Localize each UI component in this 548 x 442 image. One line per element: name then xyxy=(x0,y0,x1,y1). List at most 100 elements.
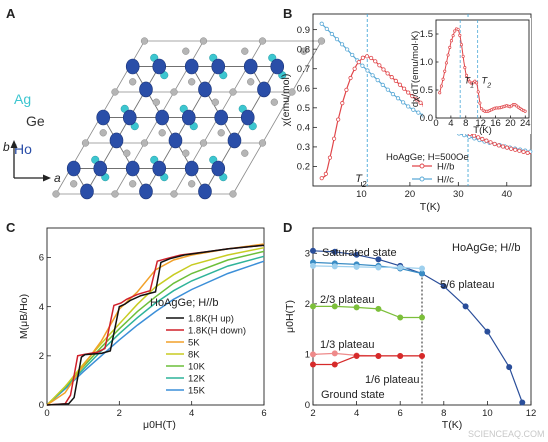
ho-atom xyxy=(181,109,196,126)
data-point xyxy=(525,150,530,155)
legend-entry: 8K xyxy=(188,349,200,360)
axis-b-arrowhead xyxy=(10,140,18,148)
x-axis-label: T(K) xyxy=(442,419,462,431)
ge-atom xyxy=(188,78,196,86)
data-point xyxy=(410,93,415,99)
x-tick-label: 24 xyxy=(520,118,531,129)
ho-atom xyxy=(240,109,255,126)
inset-background xyxy=(423,18,531,134)
panel-a-crystal-structure: A Ag Ge Ho b a xyxy=(3,6,326,200)
ge-atom xyxy=(111,190,119,198)
inset-data-point xyxy=(474,81,479,85)
data-point xyxy=(345,47,350,52)
ge-atom xyxy=(70,180,78,188)
x-tick-label: 2 xyxy=(117,408,122,419)
data-point xyxy=(353,263,360,270)
data-point xyxy=(506,364,513,371)
legend-entry: H//c xyxy=(437,175,454,186)
data-point xyxy=(353,251,360,258)
data-point xyxy=(310,303,316,310)
data-point xyxy=(353,352,360,359)
data-point xyxy=(375,77,380,83)
panel-label-d: D xyxy=(283,220,292,235)
y-tick-label: 0 xyxy=(39,400,44,411)
ge-atom xyxy=(258,37,267,45)
data-point xyxy=(329,31,334,37)
data-point xyxy=(509,146,514,151)
inset-y-axis-label: dχ/dT(emu/mol·K) xyxy=(410,31,421,107)
chart-header: HoAgGe; H//b xyxy=(452,242,520,254)
ho-atom xyxy=(66,160,81,177)
data-point xyxy=(364,54,370,59)
inset-data-point xyxy=(458,33,462,37)
data-point xyxy=(401,100,406,105)
ho-atom xyxy=(125,160,140,177)
x-tick-label: 12 xyxy=(475,118,486,129)
data-point xyxy=(484,138,489,143)
data-point xyxy=(406,90,411,95)
y-tick-label: 1 xyxy=(305,350,310,361)
inset-data-point xyxy=(451,34,455,38)
ge-atom xyxy=(129,180,137,188)
data-point xyxy=(411,107,416,112)
data-point xyxy=(375,256,382,263)
ge-atom xyxy=(241,47,249,55)
data-point xyxy=(369,55,374,61)
series-label: Saturated state xyxy=(322,247,397,259)
data-point xyxy=(339,42,345,47)
data-point xyxy=(521,149,526,154)
y-axis-label: χ(emu/mol) xyxy=(280,74,292,127)
panel-label-a: A xyxy=(6,6,16,21)
legend-title: HoAgGe; H//b xyxy=(150,297,218,309)
plot-frame xyxy=(46,227,265,406)
ho-atom xyxy=(214,109,228,126)
inset-annotation-sub: 2 xyxy=(486,82,491,89)
data-point xyxy=(419,314,425,321)
legend-entry: 5K xyxy=(188,337,200,348)
data-point xyxy=(319,176,324,181)
y-tick-label: 0.8 xyxy=(297,44,310,55)
ge-atom xyxy=(188,180,196,188)
ge-atom xyxy=(99,129,107,137)
ge-atom xyxy=(217,129,225,137)
y-axis-label: M(μB/Ho) xyxy=(18,294,30,339)
series-label: 5/6 plateau xyxy=(440,279,494,291)
inset-data-point xyxy=(523,109,527,113)
ho-atom xyxy=(80,183,94,200)
data-point xyxy=(331,303,338,310)
ge-atom xyxy=(140,139,149,147)
data-point xyxy=(397,82,403,87)
data-point xyxy=(440,283,447,290)
ge-atom xyxy=(182,47,190,55)
data-point xyxy=(492,141,497,147)
inset-data-point xyxy=(448,45,452,49)
data-point xyxy=(319,21,324,26)
ge-atom xyxy=(123,149,131,157)
data-point xyxy=(336,117,341,122)
legend-title: HoAgGe; H=500Oe xyxy=(386,152,469,163)
data-point xyxy=(360,63,365,68)
x-tick-label: 0 xyxy=(44,408,49,419)
x-tick-label: 20 xyxy=(405,189,416,200)
panel-label-c: C xyxy=(6,220,16,235)
data-point xyxy=(476,135,481,140)
ge-atom xyxy=(170,190,178,198)
data-point xyxy=(397,314,404,321)
inset-data-point xyxy=(438,91,442,95)
data-point xyxy=(401,86,407,91)
y-tick-label: 1.5 xyxy=(420,29,433,40)
axis-b-label: b xyxy=(3,140,10,154)
annotation-t2: T2 xyxy=(355,173,367,189)
ho-atom xyxy=(96,109,110,126)
ho-atom xyxy=(168,132,183,149)
series-line xyxy=(46,246,265,406)
y-axis-label: μ0H(T) xyxy=(284,300,296,333)
data-point xyxy=(393,78,398,84)
ho-atom xyxy=(270,58,285,75)
ho-atom xyxy=(109,132,124,149)
y-tick-label: 4 xyxy=(39,302,44,313)
data-point xyxy=(356,60,361,65)
legend-entry: 1.8K(H up) xyxy=(188,313,234,324)
ho-atom xyxy=(243,58,258,75)
